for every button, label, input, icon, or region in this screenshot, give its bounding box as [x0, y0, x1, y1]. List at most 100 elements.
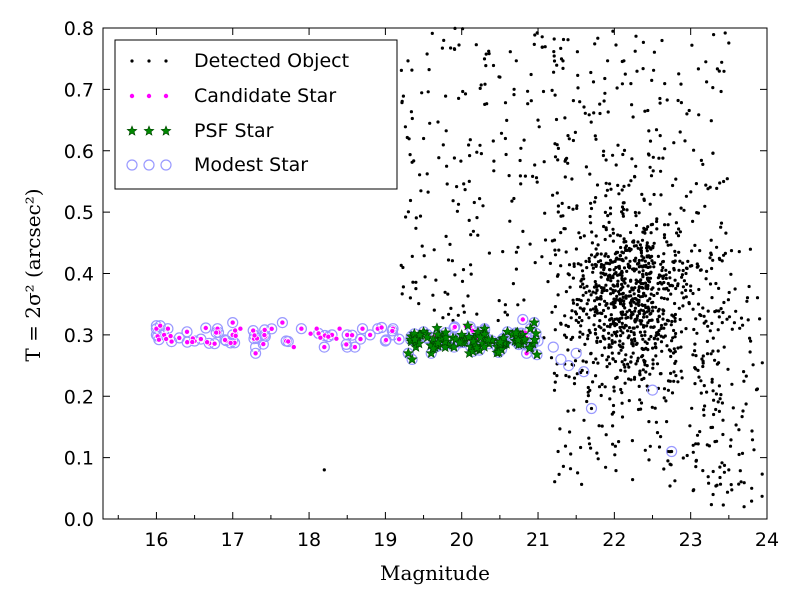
detected-object-point	[606, 355, 611, 359]
detected-object-point	[611, 424, 615, 428]
detected-object-point	[607, 331, 611, 335]
candidate-star-point	[382, 336, 389, 343]
candidate-star-point	[344, 331, 351, 338]
detected-object-point	[588, 214, 592, 219]
detected-object-point	[564, 373, 568, 378]
detected-object-point	[575, 206, 579, 210]
candidate-star-point	[321, 344, 328, 351]
detected-object-point	[512, 87, 516, 91]
detected-object-point	[745, 296, 750, 300]
detected-object-point	[602, 286, 606, 290]
detected-object-point	[722, 300, 726, 305]
detected-object-point	[595, 288, 599, 292]
detected-object-point	[695, 433, 700, 437]
detected-object-point	[559, 264, 563, 268]
candidate-star-point	[351, 344, 358, 351]
detected-object-point	[602, 268, 606, 272]
detected-object-point	[647, 153, 651, 157]
psf-star-point	[494, 336, 506, 347]
detected-object-point	[717, 409, 722, 413]
detected-object-point	[603, 91, 607, 95]
detected-object-point	[635, 316, 639, 320]
detected-object-point	[679, 345, 683, 349]
detected-object-point	[498, 75, 502, 79]
detected-object-point	[633, 320, 637, 324]
detected-object-point	[718, 482, 723, 486]
psf-star-point	[402, 347, 414, 358]
detected-object-point	[459, 159, 463, 163]
detected-object-point	[410, 116, 414, 121]
detected-object-point	[582, 307, 586, 311]
psf-star-point	[406, 353, 418, 365]
detected-object-point	[755, 296, 760, 300]
detected-object-point	[540, 35, 544, 39]
detected-object-point	[717, 384, 722, 388]
detected-object-point	[611, 321, 615, 325]
psf-star-point	[440, 331, 452, 343]
candidate-star-point	[378, 324, 385, 331]
candidate-star-point	[202, 324, 209, 331]
detected-object-point	[637, 258, 641, 263]
detected-object-point	[661, 156, 665, 160]
detected-object-point	[503, 303, 507, 307]
detected-object-point	[698, 430, 702, 434]
detected-object-point	[578, 306, 582, 310]
detected-object-point	[680, 376, 684, 380]
detected-object-point	[633, 174, 637, 179]
detected-object-point	[463, 92, 468, 96]
detected-object-point	[580, 269, 585, 273]
detected-object-point	[571, 301, 576, 305]
detected-object-point	[579, 324, 583, 328]
detected-object-point	[582, 105, 586, 109]
detected-object-point	[673, 278, 677, 282]
detected-object-point	[701, 364, 705, 369]
detected-object-point	[469, 233, 473, 237]
detected-object-point	[549, 356, 554, 360]
detected-object-point	[613, 289, 617, 293]
detected-object-point	[750, 486, 754, 490]
detected-object-point	[606, 306, 611, 310]
detected-object-point	[637, 294, 641, 298]
detected-object-point	[718, 181, 722, 185]
detected-object-point	[645, 254, 649, 258]
detected-object-point	[564, 335, 569, 339]
detected-object-point	[586, 333, 590, 338]
detected-object-point	[617, 351, 621, 355]
detected-object-point	[598, 297, 602, 301]
detected-object-point	[621, 291, 625, 295]
legend-marker-modest-star	[126, 159, 138, 171]
detected-object-point	[591, 266, 596, 270]
detected-object-point	[558, 427, 562, 431]
detected-object-point	[669, 323, 673, 327]
detected-object-point	[582, 234, 586, 238]
detected-object-point	[669, 292, 673, 296]
detected-object-point	[634, 34, 638, 38]
detected-object-point	[648, 139, 653, 143]
psf-star-point	[529, 334, 541, 345]
detected-object-point	[746, 318, 750, 322]
detected-object-point	[658, 372, 663, 376]
detected-object-point	[621, 331, 625, 335]
detected-object-point	[400, 292, 404, 296]
detected-object-point	[644, 286, 648, 290]
detected-object-point	[592, 111, 596, 115]
detected-object-point	[629, 247, 633, 251]
detected-object-point	[462, 182, 466, 186]
detected-object-point	[740, 451, 745, 455]
detected-object-point	[605, 188, 610, 192]
detected-object-point	[507, 174, 511, 178]
psf-star-point	[478, 341, 490, 352]
detected-object-point	[666, 243, 670, 247]
detected-object-point	[718, 397, 722, 401]
detected-object-point	[510, 199, 514, 203]
detected-object-point	[607, 343, 611, 347]
detected-object-point	[620, 258, 624, 262]
detected-object-point	[650, 222, 655, 226]
candidate-star-point	[290, 344, 297, 351]
detected-object-point	[677, 306, 681, 310]
detected-object-point	[483, 102, 487, 106]
detected-object-point	[669, 354, 673, 359]
detected-object-point	[594, 291, 598, 295]
detected-object-point	[487, 52, 491, 56]
detected-object-point	[563, 314, 567, 318]
